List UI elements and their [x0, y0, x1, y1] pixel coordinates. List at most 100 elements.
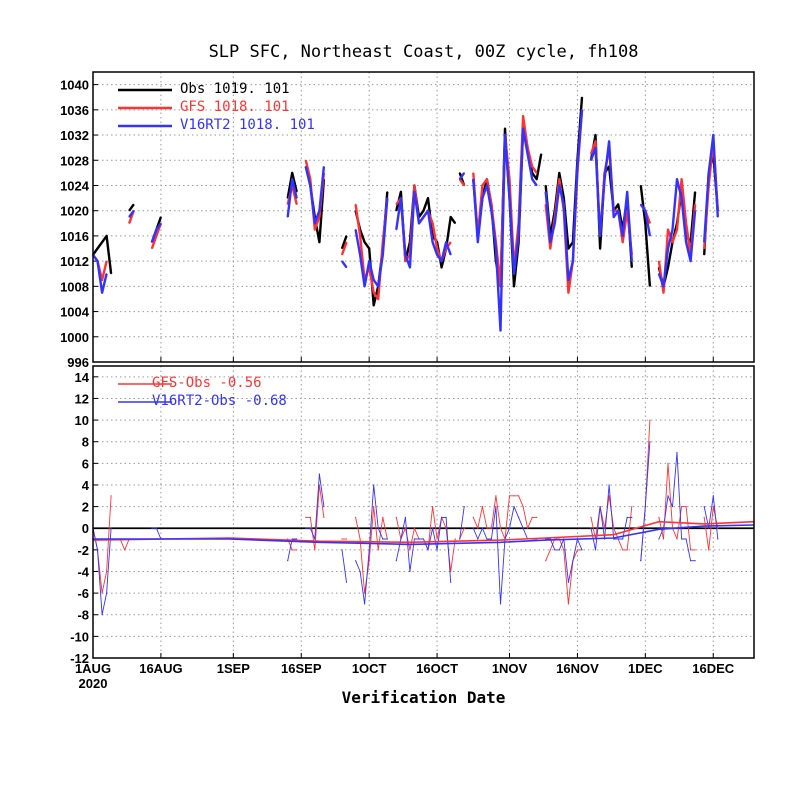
diff-y-tick-label: -12 [70, 651, 89, 666]
data-point-v16rt2 [404, 254, 406, 256]
data-point-v16rt2 [495, 247, 497, 250]
diff-y-tick-label: 2 [82, 500, 89, 515]
x-tick-label: 16DEC [692, 661, 735, 676]
data-point-v16rt2 [567, 279, 570, 281]
data-point-v16rt2-obs [649, 441, 651, 443]
data-point-v16rt2 [694, 210, 696, 212]
data-point-gfs-obs [436, 538, 438, 540]
data-point-v16rt2 [314, 222, 316, 224]
slp-legend: Obs 1019. 101 GFS 1018. 101 V16RT2 1018. 1… [118, 81, 315, 133]
data-point-obs [567, 247, 570, 250]
diff-y-tick-label: 6 [82, 456, 89, 471]
data-point-v16rt2-obs [508, 527, 511, 529]
data-point-gfs [481, 184, 483, 187]
data-point-v16rt2-obs [418, 538, 420, 540]
legend-label: V16RT2-Obs -0.68 [152, 393, 287, 409]
data-point-obs [106, 235, 108, 237]
data-point-v16rt2-obs [513, 506, 515, 508]
data-point-gfs [522, 115, 524, 117]
data-point-v16rt2 [531, 178, 533, 180]
data-point-v16rt2-obs [305, 527, 307, 529]
data-point-v16rt2-obs [567, 581, 570, 583]
data-point-gfs-obs [662, 538, 665, 540]
data-point-gfs-obs [685, 506, 687, 508]
data-point-v16rt2-obs [708, 527, 710, 529]
data-point-obs [395, 210, 397, 212]
data-point-gfs [536, 172, 538, 174]
data-point-gfs [436, 247, 438, 250]
data-point-v16rt2 [581, 109, 583, 111]
series-line-v16rt2 [472, 127, 538, 332]
x-tick-label: 16NOV [556, 661, 599, 676]
data-point-gfs [549, 247, 551, 250]
data-point-v16rt2 [490, 210, 492, 212]
slp-y-tick-label: 1004 [60, 305, 90, 320]
data-point-gfs-obs [314, 549, 316, 551]
slp-y-tick-label: 1008 [60, 279, 89, 294]
data-point-v16rt2-obs [518, 516, 520, 519]
data-point-v16rt2-obs [413, 538, 415, 540]
data-point-obs [581, 96, 583, 98]
data-point-v16rt2 [676, 178, 678, 180]
data-point-v16rt2 [96, 260, 99, 262]
data-point-v16rt2 [291, 178, 293, 180]
data-point-v16rt2 [400, 197, 402, 199]
data-point-gfs-obs [454, 538, 456, 540]
data-point-v16rt2 [432, 241, 434, 243]
data-point-v16rt2-obs [318, 473, 320, 475]
data-point-gfs-obs [463, 527, 465, 529]
series-line-v16rt2-obs [151, 527, 162, 540]
data-point-v16rt2 [427, 210, 429, 212]
series-line-gfs-obs [545, 538, 582, 605]
series-line-gfs-obs [472, 495, 537, 540]
data-point-v16rt2 [359, 254, 361, 256]
data-point-v16rt2-obs [671, 506, 674, 508]
data-point-gfs-obs [522, 506, 524, 508]
data-point-gfs-obs [518, 495, 520, 497]
data-point-gfs [355, 203, 357, 205]
data-point-obs [133, 203, 135, 205]
data-point-v16rt2 [545, 191, 547, 193]
data-point-v16rt2-obs [151, 527, 153, 529]
data-point-gfs-obs [508, 495, 511, 497]
data-point-gfs-obs [101, 592, 103, 594]
data-point-gfs-obs [432, 506, 434, 508]
data-point-gfs [590, 153, 592, 155]
data-point-obs [513, 285, 515, 287]
data-point-v16rt2 [608, 140, 610, 142]
data-point-gfs-obs [345, 538, 348, 540]
data-point-v16rt2 [101, 292, 103, 294]
data-point-v16rt2-obs [291, 538, 293, 540]
data-point-v16rt2-obs [404, 516, 406, 519]
data-point-v16rt2-obs [400, 538, 402, 540]
data-point-v16rt2-obs [323, 506, 325, 508]
data-point-gfs [667, 229, 669, 231]
data-point-obs [422, 210, 425, 212]
data-point-gfs-obs [499, 527, 502, 529]
data-point-v16rt2 [486, 184, 488, 187]
data-point-gfs-obs [291, 549, 293, 551]
data-point-v16rt2 [364, 285, 366, 287]
data-point-v16rt2-obs [436, 549, 438, 551]
data-point-gfs-obs [631, 506, 633, 508]
data-point-gfs [658, 260, 660, 262]
series-line-v16rt2 [341, 260, 348, 269]
data-point-v16rt2-obs [155, 527, 157, 529]
data-point-v16rt2-obs [499, 603, 502, 605]
data-point-gfs-obs [590, 516, 592, 519]
series-line-v16rt2-obs [472, 506, 537, 605]
data-point-v16rt2 [151, 241, 153, 243]
data-point-v16rt2 [549, 241, 551, 243]
data-point-gfs [594, 140, 597, 142]
x-tick-label: 1DEC [628, 661, 663, 676]
data-point-v16rt2-obs [345, 581, 348, 583]
data-point-v16rt2 [422, 216, 425, 218]
data-point-gfs [314, 229, 316, 231]
data-point-v16rt2 [441, 260, 443, 262]
data-point-gfs [567, 292, 570, 294]
series-line-v16rt2-obs [341, 549, 347, 583]
data-point-v16rt2-obs [422, 538, 425, 540]
data-point-gfs-obs [486, 527, 488, 529]
data-point-v16rt2-obs [472, 527, 474, 529]
data-point-gfs-obs [341, 538, 343, 540]
